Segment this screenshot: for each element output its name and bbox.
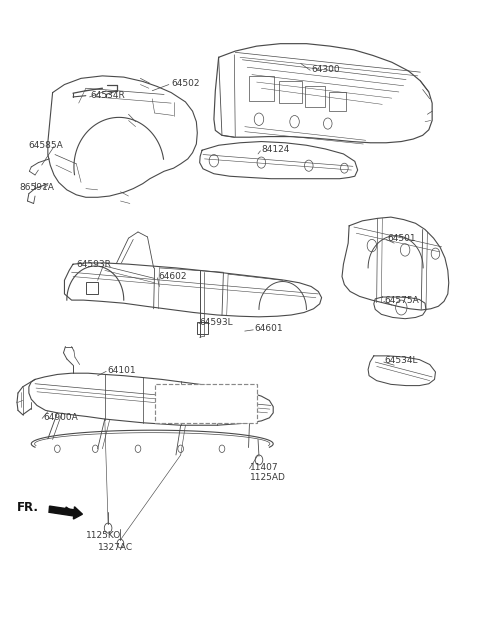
Bar — [197, 322, 208, 334]
Bar — [279, 81, 301, 103]
Text: 64593L: 64593L — [200, 399, 233, 409]
Text: 64601: 64601 — [254, 324, 283, 333]
Text: 64534R: 64534R — [91, 91, 125, 100]
Text: (PHEV): (PHEV) — [164, 389, 195, 398]
Bar — [86, 281, 97, 294]
Bar — [250, 76, 274, 101]
Text: 64575A: 64575A — [384, 296, 420, 304]
Text: 11407: 11407 — [251, 463, 279, 472]
Bar — [160, 396, 172, 409]
Text: 64534L: 64534L — [384, 356, 418, 366]
Text: 64501: 64501 — [387, 234, 416, 242]
Text: FR.: FR. — [17, 501, 39, 514]
FancyBboxPatch shape — [155, 384, 257, 423]
Text: 84124: 84124 — [261, 145, 290, 154]
Text: 1125AD: 1125AD — [251, 473, 286, 482]
Text: 86591A: 86591A — [19, 183, 54, 192]
Bar — [329, 92, 346, 111]
Bar — [305, 86, 325, 107]
Text: 64593R: 64593R — [76, 259, 111, 269]
FancyArrow shape — [49, 506, 83, 519]
Text: 64300: 64300 — [311, 64, 340, 74]
Text: 64585A: 64585A — [29, 141, 64, 150]
Text: 64900A: 64900A — [43, 412, 78, 422]
Text: 1125KO: 1125KO — [86, 531, 121, 540]
Text: 64695: 64695 — [200, 410, 228, 419]
Text: 64602: 64602 — [158, 272, 187, 281]
Text: 64101: 64101 — [107, 366, 136, 374]
Text: 64593L: 64593L — [200, 318, 233, 327]
Text: 1327AC: 1327AC — [97, 542, 133, 552]
Text: 64502: 64502 — [171, 79, 200, 88]
